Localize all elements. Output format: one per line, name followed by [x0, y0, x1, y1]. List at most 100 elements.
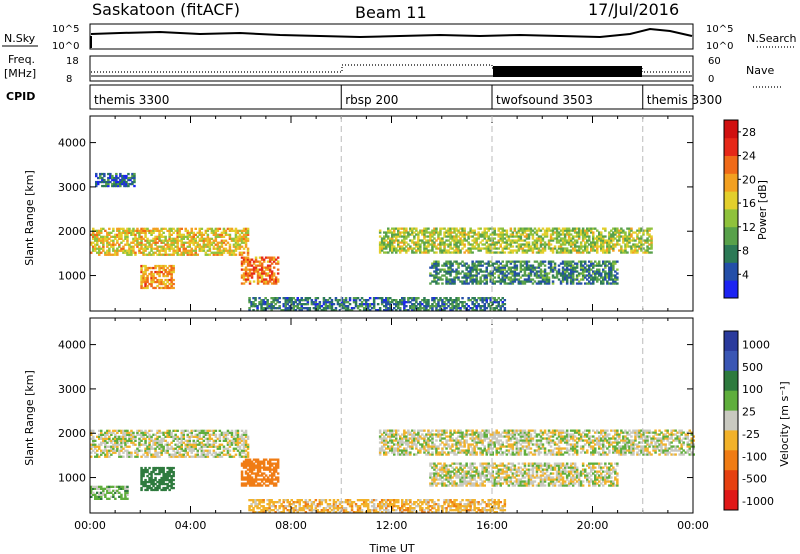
- heat-cell: [160, 482, 163, 486]
- heat-cell: [433, 278, 436, 281]
- heat-cell: [423, 237, 426, 240]
- heat-cell: [196, 429, 199, 432]
- heat-cell: [513, 241, 517, 244]
- heat-cell: [117, 180, 120, 184]
- heat-cell: [196, 241, 199, 244]
- heat-cell: [419, 449, 422, 452]
- heat-cell: [254, 258, 258, 261]
- heat-cell: [194, 251, 197, 254]
- heat-cell: [577, 251, 581, 254]
- heat-cell: [596, 264, 599, 267]
- heat-cell: [172, 466, 175, 470]
- heat-cell: [650, 251, 653, 254]
- heat-cell: [276, 299, 279, 302]
- heat-cell: [132, 229, 135, 232]
- heat-cell: [618, 233, 621, 236]
- heat-cell: [114, 237, 117, 240]
- heat-cell: [130, 439, 133, 442]
- heat-cell: [236, 235, 240, 238]
- heat-cell: [272, 299, 275, 302]
- heat-cell: [413, 251, 416, 254]
- heat-cell: [294, 301, 297, 304]
- heat-cell: [598, 262, 601, 265]
- heat-cell: [160, 449, 163, 452]
- heat-cell: [457, 249, 460, 252]
- power-colorbar-swatch: [724, 137, 738, 156]
- heat-cell: [140, 286, 143, 290]
- heat-cell: [600, 247, 603, 250]
- heat-cell: [132, 435, 135, 438]
- heat-cell: [511, 272, 515, 275]
- heat-cell: [549, 233, 553, 236]
- heat-cell: [383, 237, 386, 240]
- heat-cell: [455, 233, 458, 236]
- heat-cell: [487, 239, 490, 242]
- heat-cell: [636, 233, 639, 236]
- heat-cell: [127, 176, 130, 180]
- heat-cell: [152, 470, 155, 474]
- heat-cell: [455, 268, 458, 271]
- heat-cell: [132, 443, 135, 446]
- heat-cell: [483, 274, 486, 277]
- heat-cell: [246, 264, 250, 267]
- heat-cell: [166, 435, 169, 438]
- heat-cell: [172, 286, 175, 290]
- heat-cell: [308, 297, 312, 300]
- heat-cell: [497, 268, 500, 271]
- heat-cell: [113, 176, 116, 180]
- heat-cell: [437, 453, 440, 456]
- heat-cell: [230, 249, 234, 252]
- heat-cell: [266, 460, 270, 463]
- heat-cell: [405, 441, 408, 444]
- heat-cell: [517, 272, 521, 275]
- heat-cell: [266, 256, 270, 259]
- heat-cell: [519, 237, 523, 240]
- heat-cell: [483, 282, 486, 285]
- heat-cell: [389, 249, 392, 252]
- heat-cell: [537, 264, 541, 267]
- heat-cell: [612, 278, 615, 281]
- heat-cell: [433, 270, 436, 273]
- heat-cell: [140, 439, 143, 442]
- heat-cell: [174, 435, 177, 438]
- heat-cell: [541, 227, 545, 230]
- heat-cell: [376, 303, 380, 306]
- heat-cell: [228, 229, 232, 232]
- heat-cell: [190, 455, 193, 458]
- heat-cell: [455, 309, 458, 312]
- heat-cell: [170, 274, 173, 278]
- heat-cell: [302, 303, 306, 306]
- heat-cell: [640, 237, 643, 240]
- heat-cell: [571, 274, 575, 277]
- heat-cell: [376, 309, 380, 312]
- heat-cell: [594, 260, 597, 263]
- heat-cell: [122, 433, 125, 436]
- heat-cell: [220, 249, 224, 252]
- heat-cell: [545, 227, 549, 230]
- heat-cell: [437, 235, 440, 238]
- heat-cell: [477, 280, 480, 283]
- heat-cell: [565, 264, 569, 267]
- heat-cell: [435, 266, 438, 269]
- heat-cell: [535, 233, 539, 236]
- heat-cell: [232, 245, 236, 248]
- heat-cell: [592, 276, 595, 279]
- heat-cell: [407, 297, 410, 300]
- heat-cell: [202, 453, 206, 456]
- heat-cell: [590, 227, 593, 230]
- heat-cell: [533, 227, 537, 230]
- heat-cell: [290, 299, 293, 302]
- heat-cell: [471, 264, 474, 267]
- heat-cell: [465, 266, 468, 269]
- heat-cell: [483, 276, 486, 279]
- heat-cell: [144, 449, 147, 452]
- heat-cell: [543, 245, 547, 248]
- heat-cell: [435, 272, 438, 275]
- heat-cell: [497, 303, 500, 306]
- heat-cell: [581, 233, 585, 236]
- heat-cell: [324, 301, 328, 304]
- heat-cell: [425, 235, 428, 238]
- noise-sky-label: N.Sky: [4, 32, 36, 45]
- heat-cell: [274, 297, 277, 300]
- heat-cell: [501, 247, 504, 250]
